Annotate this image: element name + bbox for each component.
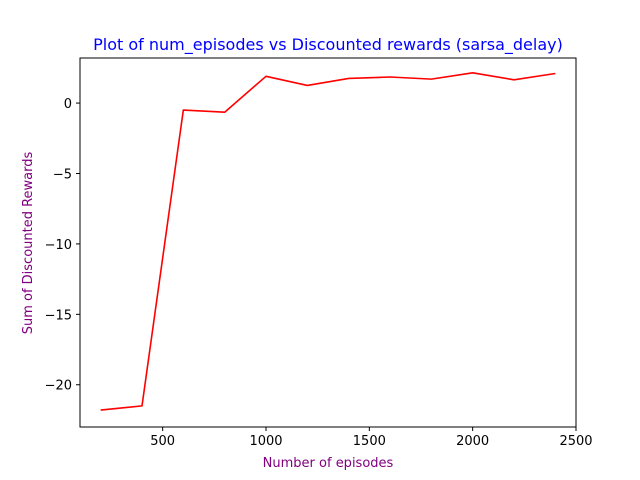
x-tick-label: 1000 — [249, 434, 282, 449]
y-axis-label: Sum of Discounted Rewards — [21, 151, 36, 334]
x-tick-label: 2500 — [559, 434, 592, 449]
series-line-0 — [100, 71, 556, 411]
x-tick-label: 500 — [150, 434, 175, 449]
y-tick-label: −5 — [53, 167, 72, 182]
y-tick-label: −20 — [45, 379, 72, 394]
y-tick-label: 0 — [64, 97, 72, 112]
x-tick-label: 2000 — [456, 434, 489, 449]
x-tick-label: 1500 — [353, 434, 386, 449]
y-tick-label: −15 — [45, 308, 72, 323]
plot-frame — [79, 57, 577, 428]
plot-area: 500 1000 1500 2000 2500 0 −5 −10 −15 −20 — [45, 57, 593, 449]
y-tick-label: −10 — [45, 238, 72, 253]
chart-title: Plot of num_episodes vs Discounted rewar… — [93, 35, 563, 55]
x-axis-label: Number of episodes — [263, 456, 394, 471]
